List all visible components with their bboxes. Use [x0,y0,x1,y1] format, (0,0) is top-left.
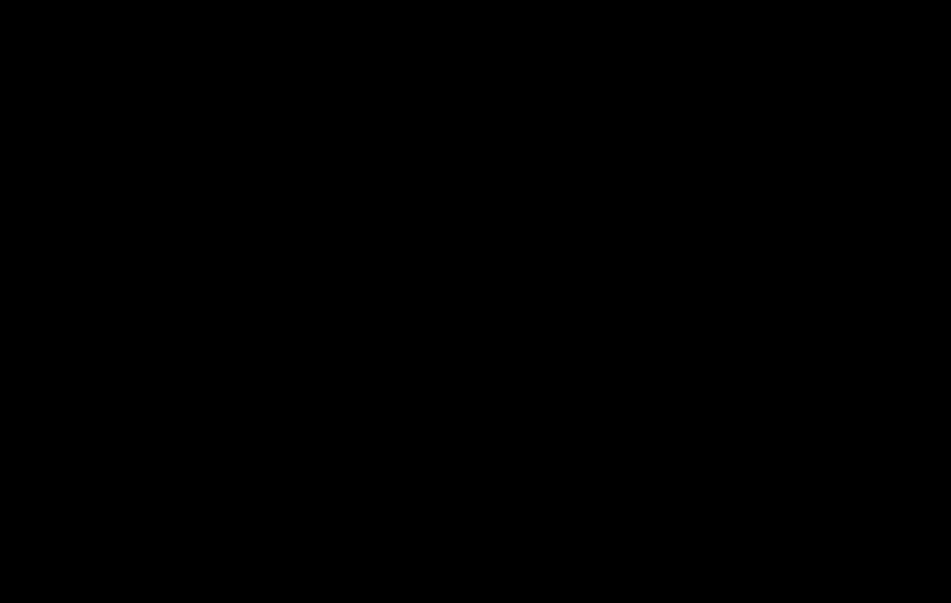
price-chart [0,0,951,603]
chart-window [0,0,951,603]
